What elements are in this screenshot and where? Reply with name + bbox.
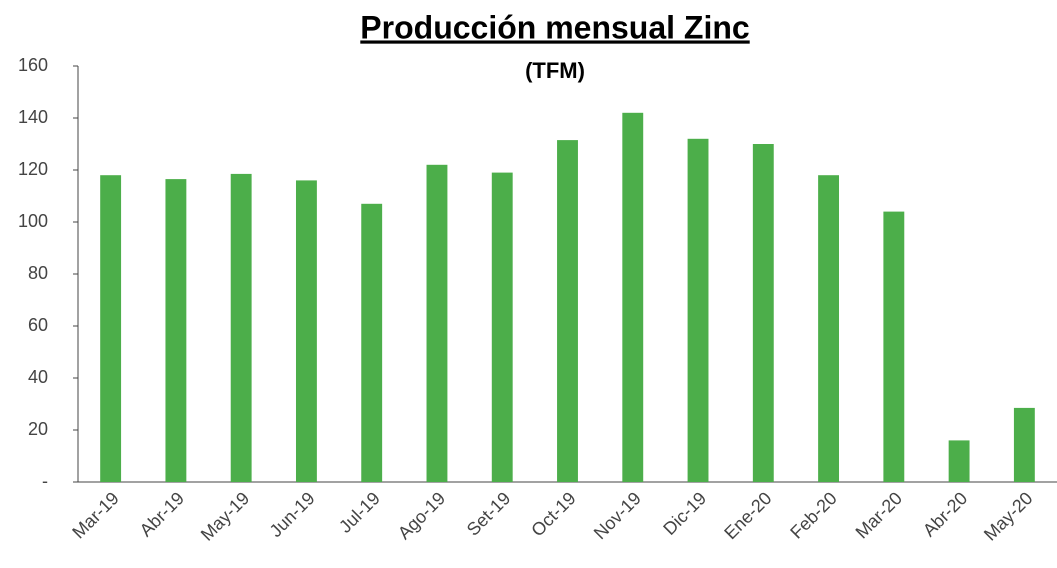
chart-title: Producción mensual Zinc — [360, 9, 749, 45]
bar — [883, 211, 905, 482]
x-tick-label: Mar-20 — [852, 488, 906, 542]
x-tick-label: Ago-19 — [394, 488, 449, 543]
y-tick-label: 120 — [18, 159, 48, 179]
bar — [295, 180, 317, 482]
x-tick-label: Feb-20 — [786, 488, 840, 542]
y-tick-label: 60 — [28, 315, 48, 335]
x-tick-label: May-19 — [197, 488, 254, 545]
y-tick-label: 140 — [18, 107, 48, 127]
x-tick-label: Set-19 — [463, 488, 515, 540]
bar — [687, 138, 709, 483]
x-tick-label: Abr-20 — [919, 488, 971, 540]
x-tick-label: Jul-19 — [335, 488, 384, 537]
x-tick-label: Abr-19 — [136, 488, 188, 540]
y-tick-label: 100 — [18, 211, 48, 231]
x-tick-label: Nov-19 — [590, 488, 645, 543]
bar — [818, 175, 840, 482]
x-tick-label: Mar-19 — [68, 488, 122, 542]
x-tick-label: Ene-20 — [720, 488, 775, 543]
bar — [948, 440, 970, 482]
y-tick-label: 20 — [28, 419, 48, 439]
x-tick-label: Dic-19 — [659, 488, 710, 539]
y-tick-label: 160 — [18, 55, 48, 75]
x-tick-label: Jun-19 — [266, 488, 319, 541]
x-tick-label: Oct-19 — [527, 488, 579, 540]
bar — [361, 203, 383, 483]
y-tick-label: 80 — [28, 263, 48, 283]
y-tick-label: 40 — [28, 367, 48, 387]
bar — [165, 179, 187, 482]
x-tick-label: May-20 — [980, 488, 1037, 545]
bar — [100, 175, 122, 482]
bar — [622, 112, 644, 483]
y-tick-label: - — [42, 471, 48, 491]
bar — [752, 144, 774, 482]
bar — [557, 140, 578, 482]
chart-subtitle: (TFM) — [525, 58, 585, 83]
bar — [426, 164, 448, 483]
bar — [230, 173, 252, 482]
bar — [491, 172, 513, 482]
bar — [1013, 407, 1035, 482]
